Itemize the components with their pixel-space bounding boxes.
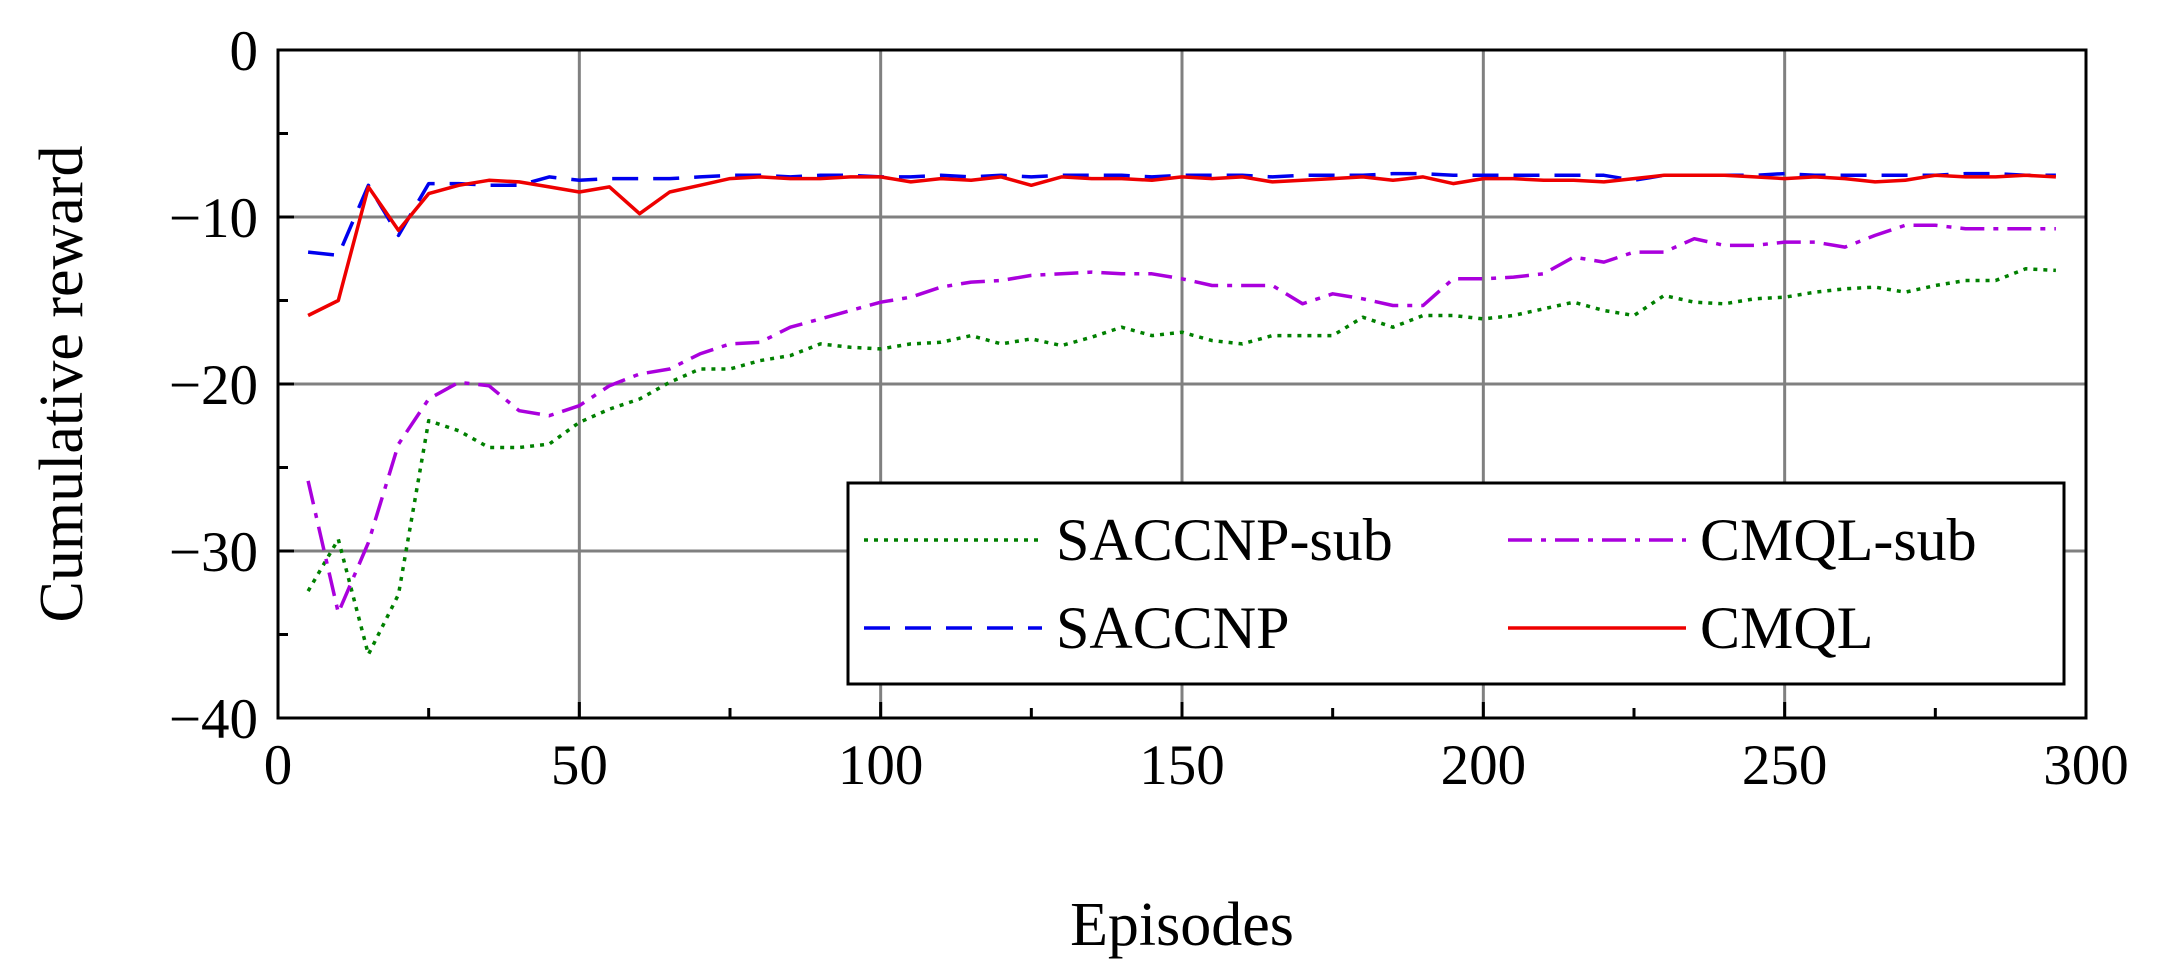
x-tick-label: 250	[1742, 734, 1828, 797]
legend-label: CMQL-sub	[1700, 507, 1977, 573]
legend-label: SACCNP	[1056, 595, 1289, 661]
series-layer	[306, 171, 2056, 657]
y-axis-title: Cumulative reward	[28, 146, 96, 623]
y-tick-label: −10	[169, 187, 258, 250]
y-tick-label: −40	[169, 688, 258, 751]
y-tick-label: −20	[169, 354, 258, 417]
plot-area-frame	[276, 48, 2088, 720]
y-tick-label: 0	[230, 20, 259, 83]
tick-labels: 0 50 100 150 200 250 300 0 −10 −20 −30 −40	[169, 20, 2129, 797]
y-tick-label: −30	[169, 521, 258, 584]
legend-label: SACCNP-sub	[1056, 507, 1393, 573]
x-tick-label: 100	[838, 734, 924, 797]
legend-label: CMQL	[1700, 595, 1873, 661]
legend: SACCNP-sub CMQL-sub SACCNP CMQL	[846, 481, 2066, 686]
x-tick-label: 200	[1441, 734, 1527, 797]
series-line-cmql-sub	[306, 223, 2056, 615]
x-tick-label: 150	[1139, 734, 1225, 797]
x-tick-label: 300	[2043, 734, 2129, 797]
x-tick-label: 50	[551, 734, 608, 797]
series-line-cmql	[307, 173, 2056, 318]
series-line-saccnp-sub	[306, 267, 2056, 657]
grid-lines	[278, 50, 2086, 718]
x-tick-label: 0	[264, 734, 293, 797]
x-axis-title: Episodes	[1070, 891, 1294, 959]
legend-items: SACCNP-sub CMQL-sub SACCNP CMQL	[864, 507, 1977, 661]
series-line-saccnp	[307, 171, 2056, 258]
legend-box	[846, 481, 2066, 686]
